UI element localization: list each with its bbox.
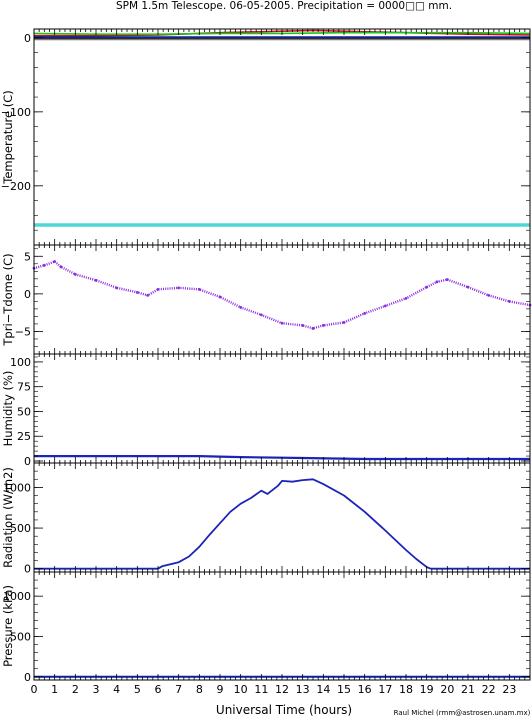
x-tick-label: 7	[175, 683, 182, 696]
x-axis-label: Universal Time (hours)	[216, 703, 352, 717]
y-tick-label: 75	[17, 381, 31, 394]
data-point	[239, 305, 243, 309]
y-tick-label: −100	[1, 106, 31, 119]
series-line-blue	[34, 455, 530, 461]
x-tick-label: 18	[399, 683, 413, 696]
x-tick-label: 1	[51, 683, 58, 696]
data-point	[197, 287, 201, 291]
x-tick-label: 20	[440, 683, 454, 696]
data-point	[507, 299, 511, 303]
y-tick-label: 5	[24, 250, 31, 263]
y-tick-label: 0	[24, 671, 31, 684]
data-point	[311, 327, 315, 330]
x-tick-label: 2	[72, 683, 79, 696]
data-point	[435, 280, 439, 284]
chart-title: SPM 1.5m Telescope. 06-05-2005. Precipit…	[116, 0, 452, 12]
x-tick-label: 23	[502, 683, 516, 696]
panel-3: 100 75 50 25 0 Humidity (%)	[1, 353, 531, 468]
y-axis-label: Radiation (W/m2)	[1, 467, 15, 568]
y-tick-label: 1000	[3, 481, 31, 494]
x-tick-label: 14	[316, 683, 330, 696]
x-tick-label: 13	[296, 683, 310, 696]
data-point	[301, 324, 305, 327]
x-tick-label: 16	[358, 683, 372, 696]
x-tick-label: 4	[113, 683, 120, 696]
x-tick-label: 21	[461, 683, 475, 696]
y-axis-label: Humidity (%)	[1, 371, 15, 447]
data-point	[53, 260, 57, 263]
x-tick-label: 19	[420, 683, 434, 696]
y-tick-label: 25	[17, 430, 31, 443]
x-tick-label: 0	[31, 683, 38, 696]
data-point	[280, 321, 284, 325]
x-tick-label: 12	[275, 683, 289, 696]
data-point	[363, 312, 367, 315]
y-tick-label: 500	[10, 522, 31, 535]
panel-4: 1000 500 0 Radiation (W/m2)	[1, 462, 531, 576]
y-tick-label: 50	[17, 405, 31, 418]
data-point	[59, 265, 63, 269]
x-tick-label: 17	[378, 683, 392, 696]
panel-frame	[33, 571, 531, 681]
y-tick-label: 0	[24, 563, 31, 576]
data-point	[383, 304, 387, 308]
series-trace	[33, 260, 531, 330]
y-tick-label: 0	[24, 288, 31, 301]
y-tick-label: 0	[24, 32, 31, 45]
panel-frame	[33, 28, 531, 246]
data-point	[94, 278, 98, 282]
data-point	[115, 286, 119, 290]
data-point	[445, 278, 449, 281]
y-axis-label: Temperature (C)	[1, 90, 15, 185]
x-tick-label: 8	[196, 683, 203, 696]
data-point	[42, 263, 46, 267]
x-tick-label: 9	[217, 683, 224, 696]
panel-frame	[33, 462, 531, 573]
data-point	[259, 313, 263, 317]
y-tick-label: 1000	[3, 590, 31, 603]
credit-label: Raul Michel (rmm@astrosen.unam.mx)	[394, 709, 531, 717]
data-point	[135, 290, 139, 294]
x-tick-label: 3	[93, 683, 100, 696]
x-tick-label: 5	[134, 683, 141, 696]
panel-frame	[33, 244, 531, 355]
data-point	[218, 295, 222, 299]
data-point	[321, 324, 325, 327]
data-point	[73, 272, 77, 276]
data-point	[146, 293, 150, 297]
x-tick-label: 11	[254, 683, 268, 696]
data-point	[466, 285, 470, 289]
y-tick-label: −5	[15, 325, 31, 338]
series-line-blue	[34, 478, 530, 570]
y-tick-label: 0	[24, 455, 31, 468]
y-tick-label: −200	[1, 180, 31, 193]
x-tick-label: 22	[482, 683, 496, 696]
panel-frame	[33, 353, 531, 464]
x-tick-label: 10	[234, 683, 248, 696]
y-axis-label: Tpri−Tdome (C)	[1, 253, 15, 346]
y-tick-label: 100	[10, 356, 31, 369]
x-tick-label: 15	[337, 683, 351, 696]
y-axis-label: Pressure (kPa)	[1, 585, 15, 667]
data-point	[404, 296, 408, 300]
data-point	[425, 285, 429, 289]
data-point	[177, 286, 181, 290]
data-point	[156, 287, 160, 291]
data-point	[487, 293, 491, 297]
data-point	[342, 321, 346, 324]
x-tick-label: 6	[155, 683, 162, 696]
y-tick-label: 500	[10, 630, 31, 643]
